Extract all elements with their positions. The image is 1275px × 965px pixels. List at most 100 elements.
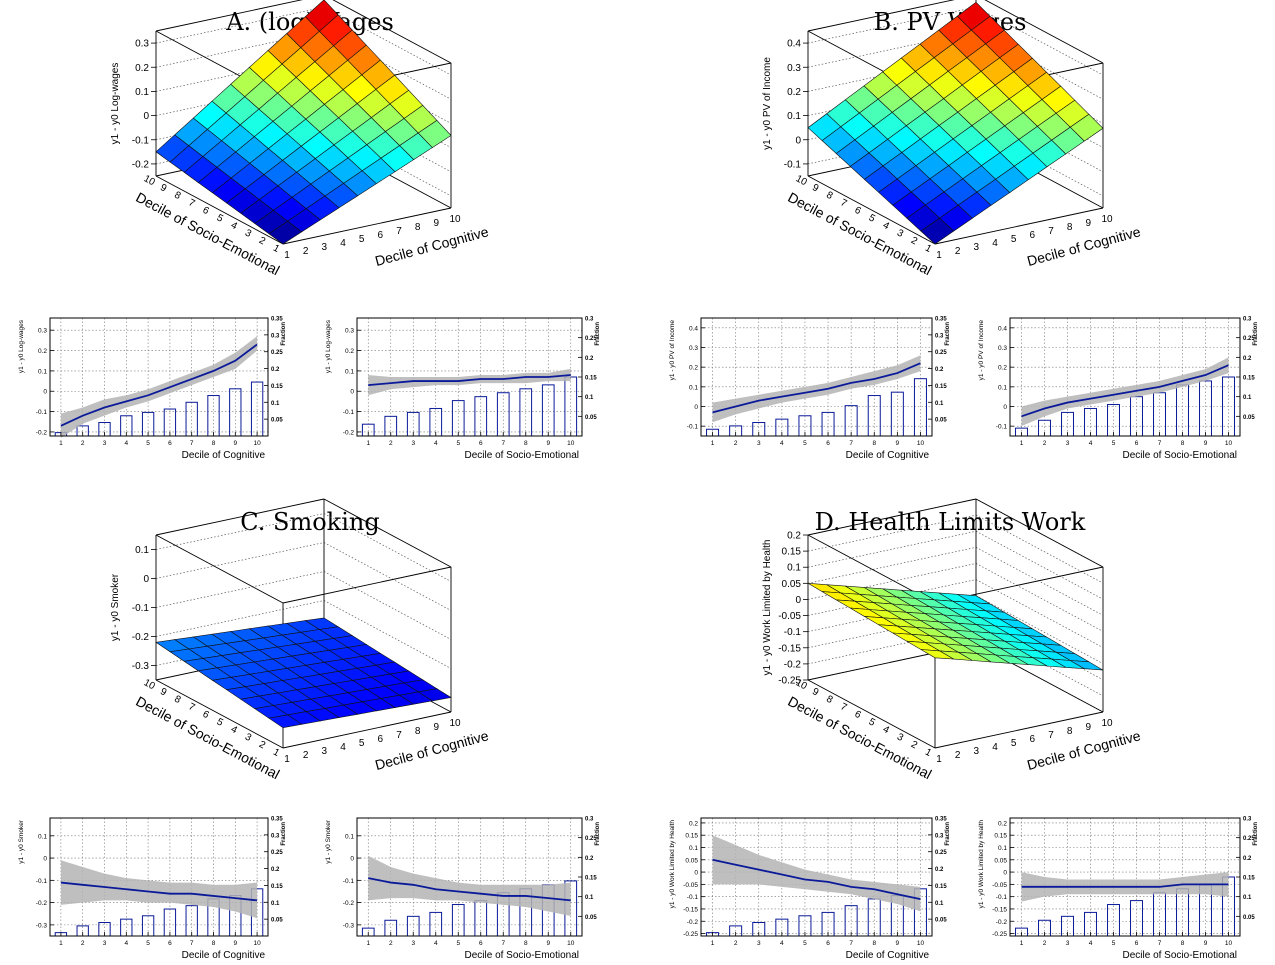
x-tick-label: 6 <box>168 440 172 447</box>
y-tick-label: 1 <box>923 243 933 256</box>
y-tick-label: 0.3 <box>998 345 1007 352</box>
fraction-tick-label: 0.2 <box>271 867 280 873</box>
x-tick-label: 1 <box>711 940 715 947</box>
y-tick-label: 0 <box>694 870 698 877</box>
y-tick-label: -0.1 <box>343 878 355 885</box>
y-tick-label: 0.05 <box>685 857 698 864</box>
x-tick-label: 9 <box>434 218 440 229</box>
back-wall-grid <box>975 6 1104 76</box>
x-tick-label: 9 <box>434 722 440 733</box>
x-tick-label: 2 <box>81 940 85 947</box>
x-tick-label: 4 <box>124 440 128 447</box>
x-tick-label: 7 <box>396 226 402 237</box>
y-tick-label: 3 <box>243 732 253 745</box>
back-wall-grid <box>807 55 977 92</box>
line-chart-6: -0.25-0.2-0.15-0.1-0.0500.050.10.150.20.… <box>669 817 951 962</box>
back-wall-grid <box>155 513 325 550</box>
y-tick-label: 0.05 <box>994 857 1007 864</box>
fraction-tick-label: 0.2 <box>271 367 280 373</box>
x-tick-label: 9 <box>546 440 550 447</box>
x-tick-label: 7 <box>396 730 402 741</box>
y-tick-label: -0.25 <box>683 931 698 938</box>
y-tick-label: 0 <box>1003 404 1007 411</box>
x-axis-label: Decile of Cognitive <box>846 950 930 961</box>
x-tick-label: 6 <box>479 440 483 447</box>
back-wall-grid <box>975 547 1104 616</box>
z-tick-label: -0.2 <box>132 159 150 170</box>
panel-title-d: D. Health Limits Work <box>814 508 1086 536</box>
fraction-tick-label: 0.1 <box>271 401 280 407</box>
x-tick-label: 8 <box>415 726 421 737</box>
back-wall-grid <box>807 611 977 649</box>
fraction-tick-label: 0.25 <box>1243 836 1255 842</box>
x-tick-label: 3 <box>1066 440 1070 447</box>
box-edge <box>984 0 1104 64</box>
y-tick-label: 0.1 <box>689 384 698 391</box>
y-tick-label: 0.2 <box>689 365 698 372</box>
fraction-tick-label: 0.25 <box>935 850 947 856</box>
x-tick-label: 3 <box>757 940 761 947</box>
z-tick-label: -0.1 <box>784 627 802 638</box>
x-tick-label: 5 <box>359 738 365 749</box>
fraction-tick-label: 0.25 <box>1243 336 1255 342</box>
y-tick-label: 7 <box>838 701 848 714</box>
x-tick-label: 8 <box>1181 940 1185 947</box>
fraction-tick-label: 0.25 <box>585 336 597 342</box>
back-wall-grid <box>807 6 977 44</box>
x-tick-label: 10 <box>1225 940 1233 947</box>
fraction-tick-label: 0.1 <box>1243 395 1252 401</box>
box-edge <box>323 498 452 568</box>
fraction-tick-label: 0.2 <box>935 867 944 873</box>
back-wall-grid <box>975 30 1104 100</box>
y-tick-label: -0.1 <box>996 894 1008 901</box>
fraction-tick-label: 0.35 <box>271 317 283 323</box>
y-tick-label: 0 <box>350 389 354 396</box>
line-chart-3: -0.100.10.20.30.40.050.10.150.20.250.3Fr… <box>978 317 1259 462</box>
x-tick-label: 6 <box>1030 734 1036 745</box>
y-tick-label: 0.3 <box>345 328 354 335</box>
x-tick-label: 5 <box>1112 940 1116 947</box>
z-tick-label: -0.1 <box>132 603 150 614</box>
x-tick-label: 5 <box>146 440 150 447</box>
x-axis-label: Decile of Socio-Emotional <box>1123 450 1238 461</box>
box-edge <box>807 0 955 32</box>
x-tick-label: 2 <box>734 940 738 947</box>
y-tick-label: -0.2 <box>996 919 1008 926</box>
fraction-tick-label: 0.05 <box>935 418 947 424</box>
line-chart-2: -0.1 0 0.1 0.2 0.3 0.4 0.05 0.1 0.15 0.2 0.25 0.3 0.… <box>669 317 951 462</box>
x-tick-label: 9 <box>1086 722 1092 733</box>
y-tick-label: 0.15 <box>685 833 698 840</box>
back-wall-grid <box>155 6 325 44</box>
back-wall-grid <box>323 571 452 640</box>
x-tick-label: 9 <box>546 940 550 947</box>
x-axis-label: Decile of Socio-Emotional <box>465 450 580 461</box>
surface-patch <box>268 220 303 245</box>
x-tick-label: 8 <box>415 222 421 233</box>
y-tick-label: 10 <box>794 173 809 188</box>
line-chart-4: -0.3 -0.2 -0.1 0 0.1 0.05 0.1 0.15 0.2 0.25 0.3 0.3… <box>18 817 287 962</box>
fraction-tick-label: 0.3 <box>1243 817 1252 823</box>
y-tick-label: 0.2 <box>689 820 698 827</box>
fraction-tick-label: 0.15 <box>271 384 283 390</box>
x-tick-label: 7 <box>849 940 853 947</box>
confidence-band <box>1021 357 1229 427</box>
y-tick-label: 7 <box>838 197 848 210</box>
fraction-tick-label: 0.25 <box>271 850 283 856</box>
box-edge <box>155 679 284 749</box>
fraction-tick-label: 0.25 <box>271 350 283 356</box>
z-tick-label: 0.1 <box>787 111 801 122</box>
x-tick-label: 10 <box>1225 440 1233 447</box>
x-tick-label: 1 <box>284 754 290 765</box>
x-tick-label: 4 <box>340 238 346 249</box>
z-tick-label: -0.05 <box>778 611 801 622</box>
effect-line <box>60 343 258 427</box>
y-tick-label: 5 <box>215 716 225 729</box>
x-tick-label: 3 <box>974 242 980 253</box>
line-chart-7: -0.25-0.2-0.15-0.1-0.0500.050.10.150.20.… <box>978 817 1259 962</box>
x-tick-label: 9 <box>1086 218 1092 229</box>
z-tick-label: 0.1 <box>787 563 801 574</box>
x-tick-label: 7 <box>190 440 194 447</box>
x-tick-label: 3 <box>974 746 980 757</box>
